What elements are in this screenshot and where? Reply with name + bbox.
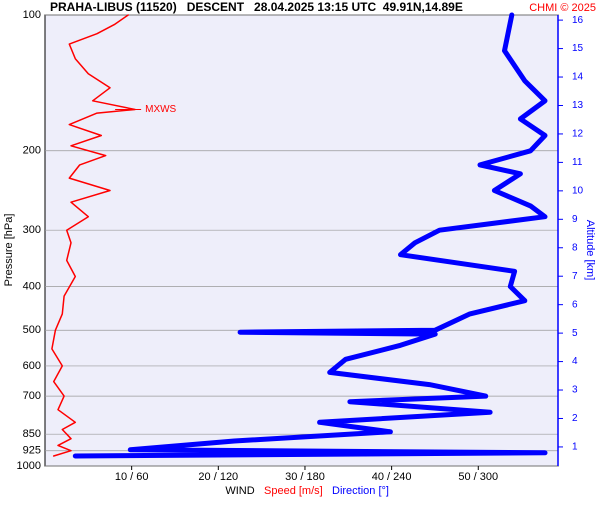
credit: CHMI © 2025	[529, 2, 596, 14]
y-axis-label: Pressure [hPa]	[3, 214, 15, 287]
y2-axis-label: Altitude [km]	[584, 220, 596, 281]
annotation: MXWS	[145, 104, 176, 115]
direction-line	[72, 12, 548, 459]
x-tick-label: 30 / 180	[285, 471, 325, 483]
speed-line	[51, 14, 136, 457]
y2-tick-label: 10	[572, 185, 584, 196]
y2-tick-label: 13	[572, 100, 584, 111]
y2-tick-label: 16	[572, 15, 584, 26]
plot-area	[44, 14, 559, 467]
y2-tick-label: 4	[572, 356, 578, 367]
y2-tick-label: 8	[572, 242, 578, 253]
x-tick-label: 50 / 300	[458, 471, 498, 483]
y2-tick-label: 6	[572, 299, 578, 310]
y-tick-label: 400	[23, 280, 41, 292]
y2-tick-label: 5	[572, 328, 578, 339]
x-axis-label: WIND	[225, 485, 254, 497]
y-tick-label: 100	[23, 9, 41, 21]
y2-tick-label: 3	[572, 385, 578, 396]
y-tick-label: 1000	[17, 460, 41, 472]
y-tick-label: 925	[23, 445, 41, 457]
legend-speed: Speed [m/s]	[264, 485, 323, 497]
y2-tick-label: 12	[572, 129, 584, 140]
y-tick-label: 200	[23, 145, 41, 157]
y2-tick-label: 2	[572, 413, 578, 424]
x-tick-label: 10 / 60	[115, 471, 149, 483]
y2-tick-label: 11	[572, 157, 583, 168]
y2-tick-label: 15	[572, 43, 584, 54]
y-tick-label: 600	[23, 360, 41, 372]
y-tick-label: 700	[23, 390, 41, 402]
legend-direction: Direction [°]	[332, 485, 389, 497]
y2-tick-label: 7	[572, 271, 578, 282]
chart-title: PRAHA-LIBUS (11520) DESCENT 28.04.2025 1…	[50, 0, 463, 14]
y2-tick-label: 14	[572, 72, 584, 83]
y2-tick-label: 9	[572, 214, 578, 225]
y-tick-label: 850	[23, 428, 41, 440]
x-tick-label: 20 / 120	[198, 471, 238, 483]
y-tick-label: 300	[23, 224, 41, 236]
y2-tick-label: 1	[572, 442, 578, 453]
x-tick-label: 40 / 240	[372, 471, 412, 483]
y-tick-label: 500	[23, 324, 41, 336]
